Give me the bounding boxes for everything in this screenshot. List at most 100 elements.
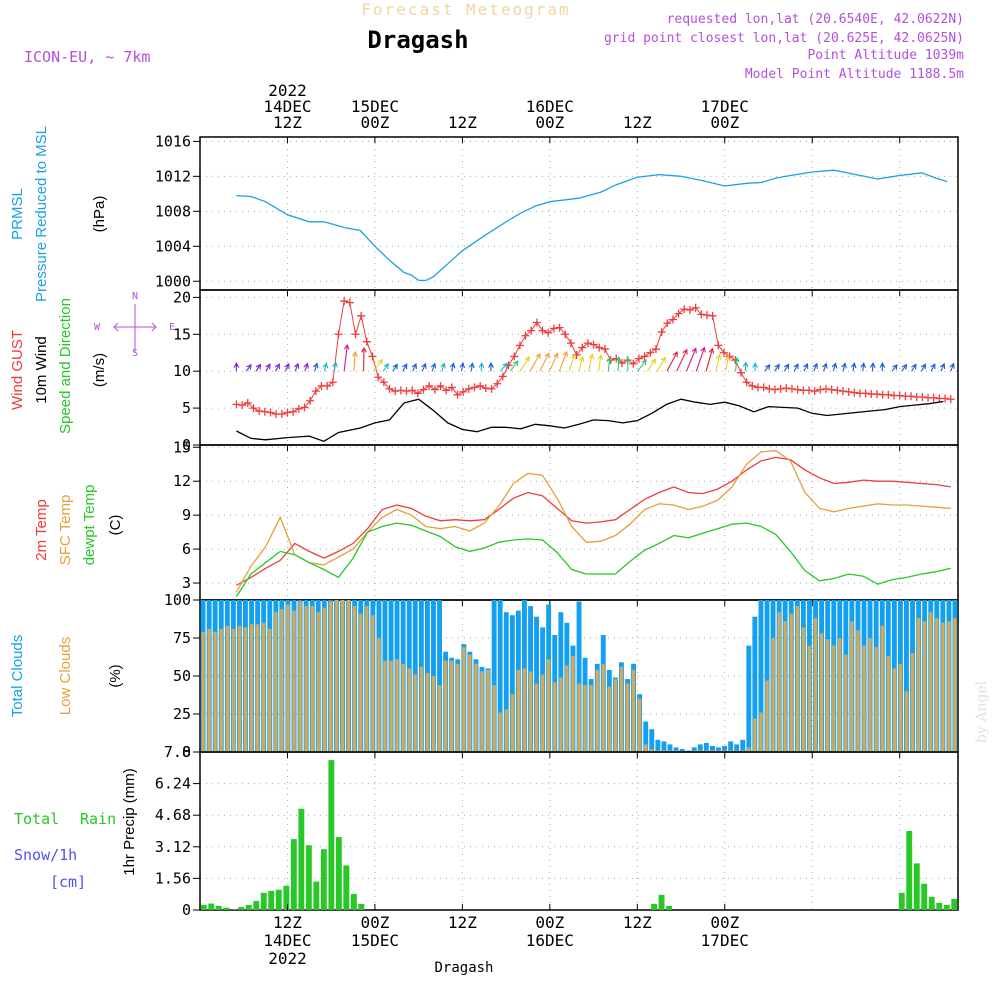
wind-arrow bbox=[478, 362, 485, 372]
wind-arrow bbox=[733, 356, 740, 372]
gust-marker bbox=[425, 381, 434, 390]
low-cloud-bar bbox=[856, 630, 860, 752]
gust-marker bbox=[538, 326, 547, 335]
low-cloud-bar bbox=[280, 609, 284, 752]
wind-arrow bbox=[558, 350, 568, 372]
low-cloud-bar bbox=[898, 663, 903, 752]
low-cloud-bar bbox=[353, 606, 357, 752]
low-cloud-bar bbox=[795, 606, 799, 752]
gust-marker bbox=[493, 379, 502, 388]
gust-marker bbox=[578, 343, 587, 352]
low-cloud-bar bbox=[419, 666, 423, 752]
wind-arrow bbox=[624, 356, 631, 372]
low-cloud-bar bbox=[759, 712, 763, 752]
total-cloud-bar bbox=[649, 729, 655, 752]
gust-marker bbox=[663, 319, 672, 328]
low-cloud-bar bbox=[625, 683, 630, 752]
gust-marker bbox=[532, 318, 541, 327]
header: Forecast Meteogram Dragash ICON-EU, ~ 7k… bbox=[24, 0, 964, 82]
gust-marker bbox=[436, 381, 445, 390]
gust-marker bbox=[566, 339, 575, 348]
gust-marker bbox=[583, 339, 592, 348]
wind-arrow bbox=[695, 346, 706, 372]
low-cloud-bar bbox=[850, 621, 854, 752]
low-cloud-bar bbox=[559, 677, 563, 752]
wind-arrow bbox=[879, 362, 886, 372]
gridlines bbox=[200, 445, 958, 600]
gust-marker bbox=[391, 387, 400, 396]
top-axis-label: 17DEC bbox=[701, 97, 749, 116]
low-cloud-bar bbox=[789, 613, 793, 752]
gust-marker bbox=[810, 387, 819, 396]
ylabel-celsius: (C) bbox=[107, 515, 124, 536]
total-cloud-bar bbox=[509, 615, 515, 752]
y-tick-label: 3 bbox=[182, 574, 191, 592]
gust-marker bbox=[481, 384, 490, 393]
total-cloud-bar bbox=[728, 741, 734, 752]
gust-marker bbox=[311, 387, 320, 396]
gust-marker bbox=[510, 352, 519, 361]
gust-marker bbox=[680, 305, 689, 314]
gust-marker bbox=[340, 297, 349, 306]
gust-marker bbox=[561, 330, 570, 339]
low-cloud-bar bbox=[304, 606, 308, 752]
gust-marker bbox=[283, 408, 292, 417]
top-axis-label: 00Z bbox=[710, 113, 739, 132]
low-cloud-bar bbox=[953, 618, 957, 752]
compass-w: W bbox=[94, 322, 101, 333]
ylabel-2m-temp: 2m Temp bbox=[33, 499, 50, 560]
low-cloud-bar bbox=[534, 683, 539, 752]
wind-arrow bbox=[539, 352, 550, 372]
rain-bar bbox=[223, 907, 230, 910]
low-cloud-bar bbox=[243, 627, 248, 752]
top-axis-label: 2022 bbox=[268, 81, 307, 100]
wind-arrow bbox=[488, 362, 494, 372]
low-cloud-bar bbox=[826, 639, 830, 752]
rain-bar bbox=[328, 760, 335, 910]
wind-arrow bbox=[332, 361, 338, 372]
rain-bar bbox=[275, 889, 282, 910]
info-model-altitude: Model Point Altitude 1188.5m bbox=[745, 67, 964, 82]
low-cloud-bar bbox=[262, 622, 266, 752]
low-cloud-bar bbox=[359, 613, 363, 752]
wind-arrow bbox=[519, 356, 530, 372]
low-cloud-bar bbox=[413, 674, 417, 752]
gust-marker bbox=[430, 385, 439, 394]
top-axis-label: 12Z bbox=[273, 113, 302, 132]
gust-marker bbox=[782, 384, 791, 393]
label-snow: Snow/1h bbox=[14, 846, 77, 864]
wind-arrow bbox=[949, 362, 955, 372]
gust-marker bbox=[521, 331, 530, 340]
panel-frame bbox=[199, 751, 959, 911]
low-cloud-bar bbox=[583, 685, 587, 752]
total-cloud-bar bbox=[734, 744, 740, 752]
label-total: Total bbox=[14, 810, 59, 828]
gust-marker bbox=[850, 388, 859, 397]
wind-arrow bbox=[284, 362, 290, 372]
low-cloud-bar bbox=[237, 625, 242, 752]
top-axis-label: 14DEC bbox=[263, 97, 311, 116]
top-axis-label: 12Z bbox=[623, 113, 652, 132]
rain-bar bbox=[658, 894, 665, 910]
total-cloud-bar bbox=[661, 741, 667, 752]
total-cloud-bar bbox=[697, 744, 703, 752]
low-cloud-bar bbox=[862, 645, 866, 752]
low-cloud-bar bbox=[407, 668, 411, 752]
gust-marker bbox=[544, 328, 553, 337]
wind-arrow bbox=[742, 361, 749, 372]
info-requested: requested lon,lat (20.6540E, 42.0622N) bbox=[667, 12, 964, 27]
low-cloud-bar bbox=[425, 673, 430, 752]
y-tick-label: 12 bbox=[173, 472, 191, 490]
label-cm: [cm] bbox=[50, 873, 86, 891]
wind-arrow bbox=[245, 363, 252, 372]
gust-marker bbox=[629, 359, 638, 368]
low-cloud-bar bbox=[474, 663, 478, 752]
rain-bar bbox=[913, 863, 920, 910]
low-cloud-bar bbox=[753, 718, 757, 752]
bottom-axis-label: 2022 bbox=[268, 949, 307, 968]
gust-marker bbox=[232, 400, 241, 409]
gust-marker bbox=[946, 395, 955, 404]
gust-marker bbox=[238, 401, 247, 410]
wind-arrow bbox=[869, 362, 876, 372]
gust-marker bbox=[907, 392, 916, 401]
